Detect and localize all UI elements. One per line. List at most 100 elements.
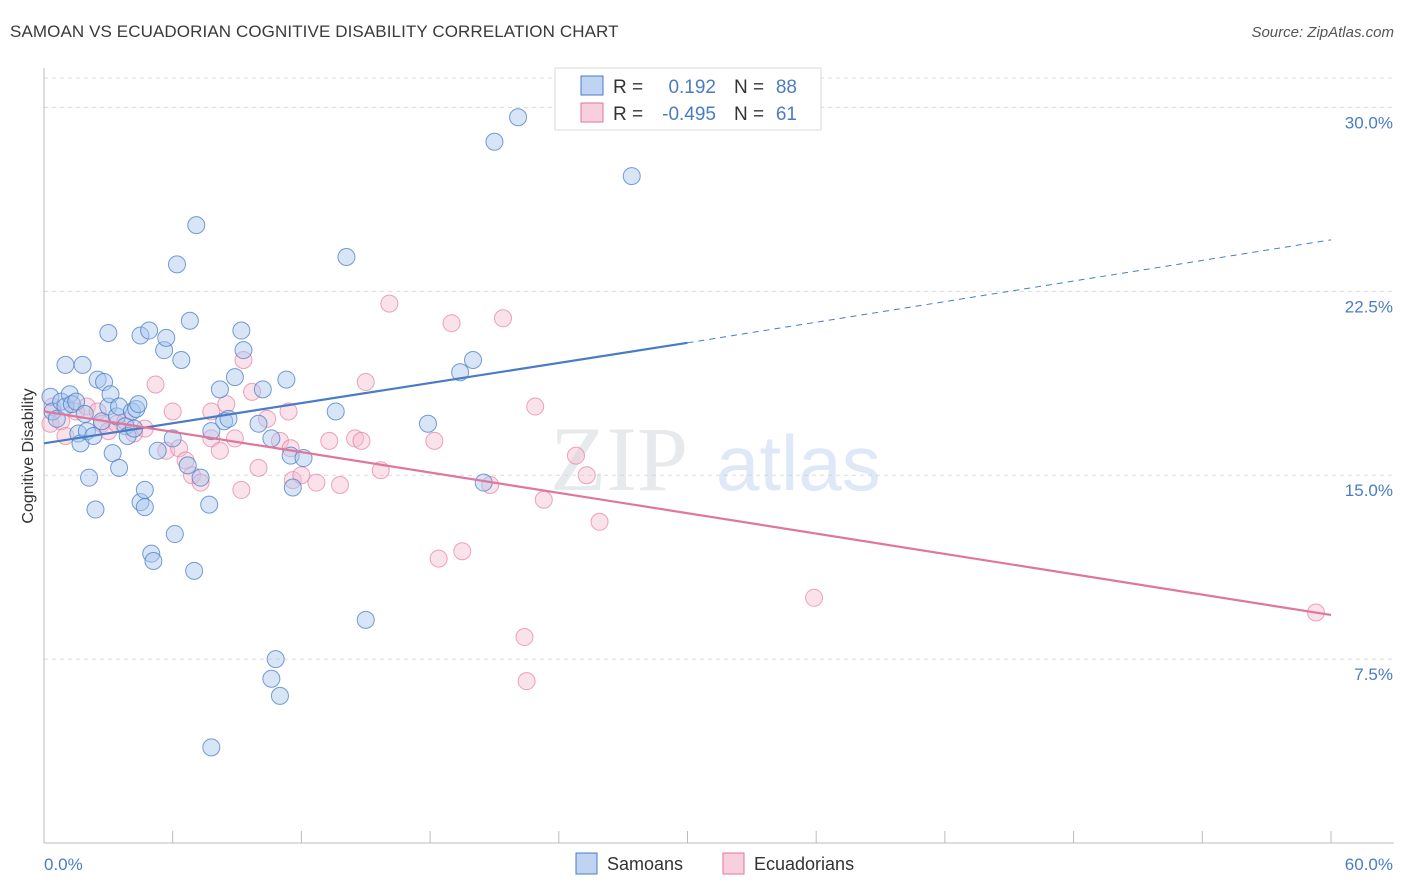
ecuadorians-point [494,309,513,328]
samoans-point [464,350,482,369]
bottom-legend-swatch-samoans [575,852,598,875]
top-legend-r-value-samoans: 0.192 [668,77,716,98]
ecuadorians-point [279,402,298,421]
ecuadorians-point [234,350,253,369]
y-tick-label: 7.5% [1354,665,1393,684]
samoans-point [326,402,345,421]
samoans-point [283,478,302,497]
top-legend-swatch-samoans [580,75,604,96]
ecuadorians-point [225,429,244,448]
ecuadorians-point [258,409,277,428]
ecuadorians-point [163,402,182,421]
top-legend: R = 0.192 N = 88 R = -0.495 N = 61 [554,67,822,131]
samoans-trend-line [43,341,688,445]
watermark: ZIP atlas [550,408,881,510]
chart-source: Source: ZipAtlas.com [1251,24,1394,41]
samoans-point [185,561,204,580]
y-tick-label: 15.0% [1345,481,1393,500]
samoans-point [262,429,281,448]
samoans-point [172,350,191,369]
samoans-point [270,686,289,705]
chart-title: SAMOAN VS ECUADORIAN COGNITIVE DISABILIT… [10,22,619,41]
samoans-point [249,414,268,433]
samoans-point [509,108,528,127]
ecuadorians-point [243,382,262,401]
y-tick-label: 30.0% [1345,113,1393,132]
samoans-point [234,341,253,360]
ecuadorians-trend-line [43,410,1332,617]
samoans-point [110,458,129,477]
samoans-point [148,441,167,460]
samoans-point [418,414,437,433]
samoans-point [451,363,470,382]
samoans-point [144,552,163,571]
top-legend-r-value-ecuadorians: -0.495 [662,104,716,125]
bottom-legend-label-ecuadorians: Ecuadorians [754,854,854,874]
samoans-point [485,132,504,151]
ecuadorians-point [331,476,350,495]
watermark-atlas: atlas [716,419,881,507]
gridlines [44,77,1394,660]
ecuadorians-point [425,431,444,450]
ecuadorians-point [320,431,339,450]
top-legend-n-value-samoans: 88 [776,77,797,98]
samoans-point [262,669,281,688]
samoans-point [232,321,251,340]
ecuadorians-point [590,512,609,531]
samoans-point [80,468,99,487]
samoans-point [187,216,206,235]
samoans-point [337,247,356,266]
samoans-point [225,368,244,387]
ecuadorians-point [566,446,585,465]
samoans-point [129,395,148,414]
top-legend-r-label-samoans: R = [613,77,643,98]
bottom-legend: Samoans Ecuadorians [575,852,854,875]
bottom-legend-label-samoans: Samoans [607,854,683,874]
ecuadorians-point [232,480,251,499]
samoans-point [180,311,199,330]
ecuadorians-point [283,471,302,490]
ecuadorians-point [249,458,268,477]
samoans-point [41,387,60,406]
ecuadorians-point [453,542,472,561]
samoans-point [266,650,285,669]
samoans-point [356,610,375,629]
axes [43,68,1394,844]
ecuadorians-point [210,441,229,460]
top-legend-n-value-ecuadorians: 61 [776,104,797,125]
ecuadorians-point [577,466,596,485]
samoans-points [41,108,641,757]
x-tick-label: 60.0% [1345,855,1393,874]
samoans-point [131,326,150,345]
samoans-point [163,429,182,448]
samoans-point [135,480,154,499]
ecuadorians-point [805,588,824,607]
ecuadorians-point [352,431,371,450]
x-tick-labels: 0.0% 60.0% [44,855,1393,874]
ecuadorians-point [307,473,326,492]
ecuadorians-point [442,314,461,333]
samoans-point [277,370,296,389]
trend-lines [43,239,1332,617]
top-legend-n-label-ecuadorians: N = [734,104,764,125]
y-tick-labels: 7.5% 15.0% 22.5% 30.0% [1345,113,1393,684]
x-tick-label: 0.0% [44,855,83,874]
y-axis-label: Cognitive Disability [20,388,37,523]
samoans-point [99,324,118,342]
samoans-point [210,380,229,399]
samoans-point [202,422,221,441]
ecuadorians-point [534,490,553,509]
top-legend-r-label-ecuadorians: R = [613,104,643,125]
ecuadorians-point [515,628,534,647]
ecuadorians-point [356,373,375,392]
ecuadorians-point [77,397,96,416]
samoans-point [202,738,221,757]
samoans-point [200,495,219,514]
samoans-point [142,544,161,563]
ecuadorians-point [429,549,448,568]
samoans-point [73,355,92,374]
watermark-zip: ZIP [550,408,688,510]
top-legend-n-label-samoans: N = [734,77,764,98]
samoans-point [56,355,75,374]
